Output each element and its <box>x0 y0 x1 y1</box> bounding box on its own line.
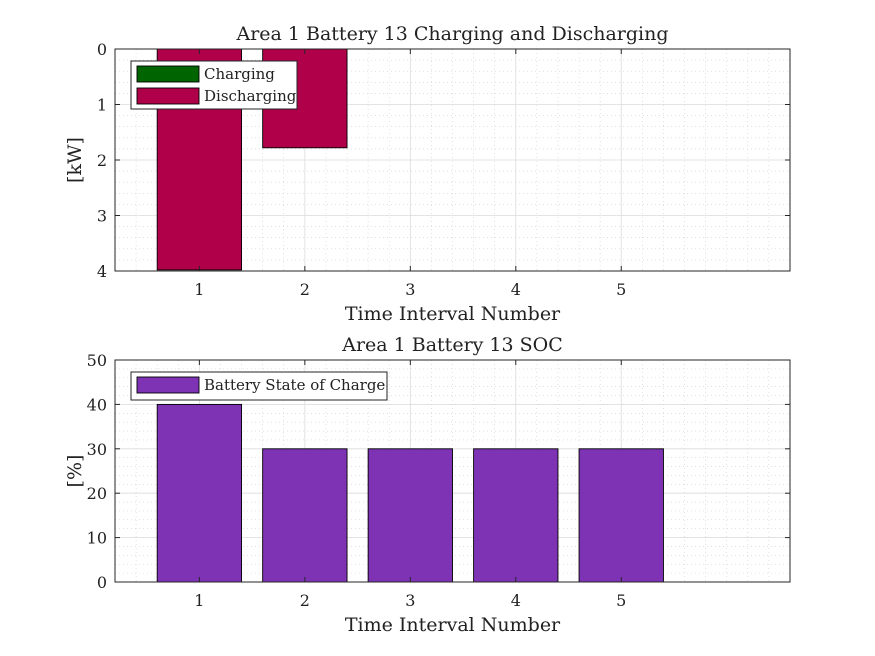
y-tick-label: 30 <box>87 440 107 459</box>
legend-swatch-discharging <box>136 87 200 105</box>
legend: Charging Discharging <box>130 60 298 110</box>
x-axis-label: Time Interval Number <box>345 614 561 636</box>
x-axis-label: Time Interval Number <box>345 303 561 325</box>
y-tick-label: 4 <box>97 262 107 281</box>
x-tick-label: 1 <box>194 591 204 610</box>
x-tick-label: 5 <box>616 591 626 610</box>
legend: Battery State of Charge <box>130 371 388 401</box>
legend-entry: Charging <box>204 65 275 83</box>
legend-swatch-battery-state-of-charge <box>136 376 200 394</box>
x-tick-label: 4 <box>511 280 521 299</box>
y-tick-label: 3 <box>97 207 107 226</box>
y-tick-label: 20 <box>87 484 107 503</box>
y-tick-label: 50 <box>87 351 107 370</box>
y-tick-label: 10 <box>87 529 107 548</box>
y-axis-label: [kW] <box>64 137 86 183</box>
x-tick-label: 3 <box>405 591 415 610</box>
bar-battery-state-of-charge-2 <box>262 448 348 583</box>
y-tick-label: 0 <box>97 40 107 59</box>
y-tick-label: 1 <box>97 96 107 115</box>
y-tick-label: 40 <box>87 395 107 414</box>
bar-battery-state-of-charge-1 <box>156 403 243 583</box>
axes-box <box>114 359 791 583</box>
chart-1: 1 2 3 4 5 0 1 2 3 4 Area 1 Battery 13 Charging and… <box>64 23 791 325</box>
y-tick-label: 2 <box>97 151 107 170</box>
y-tick-label: 0 <box>97 573 107 592</box>
bar-battery-state-of-charge-3 <box>367 448 453 583</box>
bar-battery-state-of-charge-5 <box>578 448 664 583</box>
legend-entry: Discharging <box>204 87 297 105</box>
legend-entry: Battery State of Charge <box>204 376 385 394</box>
x-tick-label: 2 <box>300 280 310 299</box>
x-tick-label: 5 <box>616 280 626 299</box>
bar-battery-state-of-charge-4 <box>473 448 559 583</box>
x-tick-label: 2 <box>300 591 310 610</box>
x-tick-label: 4 <box>511 591 521 610</box>
legend-swatch-charging <box>136 65 200 83</box>
chart-title: Area 1 Battery 13 SOC <box>341 334 563 356</box>
y-axis-label: [%] <box>64 455 86 488</box>
x-tick-label: 3 <box>405 280 415 299</box>
x-tick-label: 1 <box>194 280 204 299</box>
chart-title: Area 1 Battery 13 Charging and Dischargi… <box>235 23 668 45</box>
